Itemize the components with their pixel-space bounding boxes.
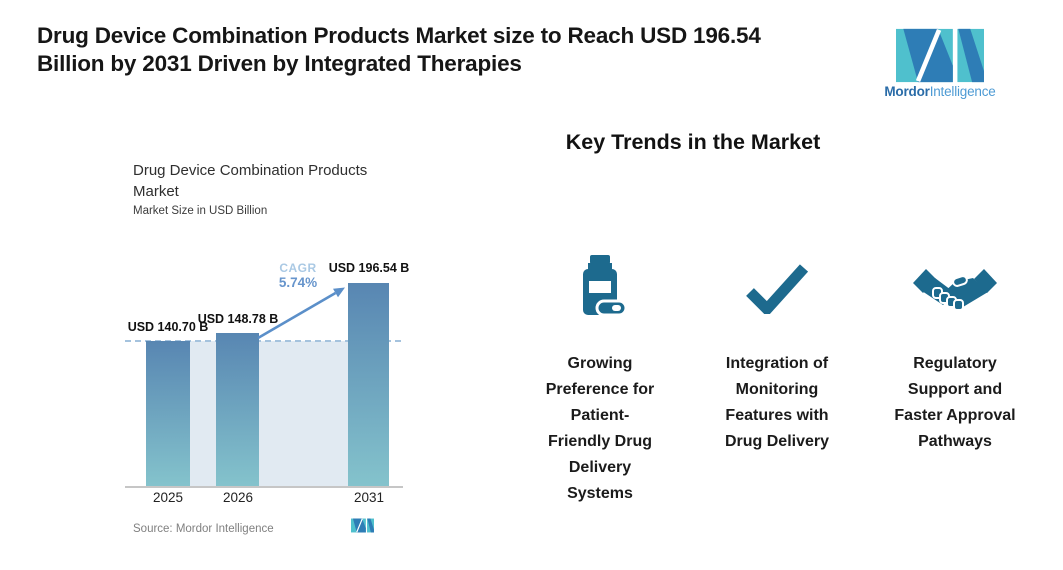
value-label-2025: USD 140.70 B [127,320,209,334]
trend-text: Regulatory Support and Faster Approval P… [894,355,1016,450]
handshake-icon [913,269,997,311]
x-tick-2031: 2031 [353,490,385,505]
page-title: Drug Device Combination Products Market … [37,23,761,76]
logo-wordmark-bold: Mordor [884,84,930,99]
bar-2026 [216,333,259,486]
trend-icon-box [512,248,688,328]
chart-subtitle: Market Size in USD Billion [133,205,268,217]
mordor-intelligence-logo-icon [896,28,984,83]
cagr-annotation: CAGR 5.74% [263,261,333,290]
trend-icon-box [866,248,1044,328]
chart-source: Source: Mordor Intelligence [133,523,274,535]
value-label-2026: USD 148.78 B [197,312,279,326]
trend-item-monitoring: Integration of Monitoring Features with … [689,248,865,455]
bar-2025 [146,341,190,486]
mini-logo-icon [351,518,374,533]
trend-item-regulatory: Regulatory Support and Faster Approval P… [866,248,1044,455]
trend-text: Integration of Monitoring Features with … [724,355,830,450]
logo-wordmark: MordorIntelligence [866,84,1014,99]
bar-chart-plot: USD 140.70 B USD 148.78 B USD 196.54 B C… [125,250,437,505]
x-axis-line [125,486,403,488]
growth-arrow-icon [257,287,345,340]
cagr-label: CAGR [279,261,317,275]
bar-2031 [348,283,389,486]
pill-bottle-icon [583,255,627,317]
cagr-value: 5.74% [278,275,318,290]
trend-icon-box [689,248,865,328]
x-tick-2025: 2025 [152,490,184,505]
reference-dashed-line [125,340,405,342]
key-trends-heading: Key Trends in the Market [565,130,821,154]
chart-title: Drug Device Combination Products Market [133,162,368,200]
logo-wordmark-light: Intelligence [929,84,996,99]
x-tick-2026: 2026 [222,490,254,505]
trend-text: Growing Preference for Patient- Friendly… [545,355,655,502]
trend-item-patient-friendly: Growing Preference for Patient- Friendly… [512,248,688,507]
checkmark-icon [746,264,809,314]
value-label-2031: USD 196.54 B [328,261,410,275]
